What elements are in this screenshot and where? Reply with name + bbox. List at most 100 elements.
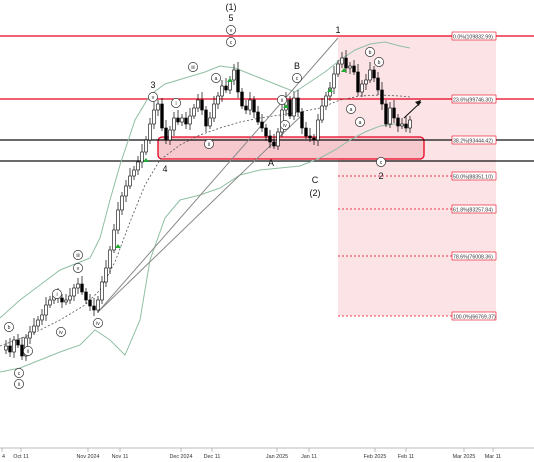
candle-down: [264, 127, 268, 137]
fib-label-box: [451, 94, 497, 104]
x-tick-label: Feb 2025: [364, 454, 387, 460]
x-tick-label: Dec 2024: [169, 454, 192, 460]
support-zone: [157, 136, 425, 160]
candle-down: [160, 103, 164, 129]
wave-label-circle: [14, 379, 24, 389]
candle-up: [276, 131, 280, 147]
candle-down: [184, 117, 188, 125]
x-axis-ticks: 4 Oct 11 Nov 2024 Nov 11 Dec 2024 Dec 11 Jan 2…: [1, 448, 501, 460]
candle-down: [80, 283, 84, 293]
candle-down: [240, 91, 244, 107]
candle-down: [288, 99, 292, 117]
candle-down: [60, 297, 64, 303]
candle-up: [44, 304, 48, 316]
wave-label-circle: [292, 73, 302, 83]
fib-label-text: 50.0%(88351.10): [453, 175, 493, 181]
x-tick-label: Mar 2025: [453, 454, 476, 460]
wave-label-circle: [226, 25, 236, 35]
candle-down: [8, 345, 12, 353]
candle-up: [124, 185, 128, 197]
candle-up: [96, 299, 100, 311]
candle-down: [244, 105, 248, 111]
signal-arrows: [115, 68, 347, 248]
fib-label-box: [451, 171, 497, 181]
candle-down: [344, 57, 348, 69]
candle-up: [316, 119, 320, 141]
candle-up: [144, 139, 148, 153]
candle-down: [356, 71, 360, 93]
candle-down: [204, 109, 208, 127]
candle-up: [32, 325, 36, 333]
candle-up: [336, 63, 340, 75]
fib-label-box: [451, 251, 497, 261]
wave-label: 3: [150, 80, 155, 90]
x-tick-label: Nov 2024: [76, 454, 99, 460]
wave-label: A: [268, 158, 274, 168]
green-arrow: [115, 244, 121, 248]
wave-label-circle: [93, 318, 103, 328]
candle-up: [108, 249, 112, 269]
wave-label: 4: [162, 164, 167, 174]
x-tick-label: 4: [2, 454, 5, 460]
candle-up: [116, 209, 120, 231]
candle-up: [36, 319, 40, 327]
wave-label: ii: [208, 142, 210, 148]
candle-down: [308, 135, 312, 139]
wave-label: iv: [59, 330, 63, 336]
candle-down: [392, 107, 396, 119]
trendline-rising: [97, 37, 339, 313]
candle-up: [208, 117, 212, 127]
wave-label: a: [359, 120, 362, 126]
candle-down: [200, 99, 204, 111]
candle-down: [384, 103, 388, 125]
candle-up: [152, 109, 156, 125]
candle-up: [172, 117, 176, 131]
wave-label: b: [378, 60, 381, 66]
candle-down: [372, 69, 376, 79]
candle-down: [84, 291, 88, 301]
wave-label: 5: [228, 13, 233, 23]
green-arrow: [341, 68, 347, 72]
candle-up: [156, 103, 160, 111]
candle-down: [92, 305, 96, 311]
wave-label: iv: [96, 321, 100, 327]
wave-label-circle: [148, 92, 158, 102]
green-arrow: [227, 78, 233, 82]
candle-down: [272, 141, 276, 147]
candle-up: [332, 73, 336, 89]
wave-label-circle: [365, 47, 375, 57]
fib-label-text: 100.0%(66769.37): [453, 315, 496, 321]
candle-up: [408, 119, 412, 129]
wave-label: c: [18, 371, 21, 377]
wave-label-circle: [376, 157, 386, 167]
wave-label: a: [215, 76, 218, 82]
fib-label-text: 0.0%(109832.99): [453, 35, 493, 41]
green-arrow: [327, 88, 333, 92]
wave-label: v: [77, 266, 80, 272]
candle-down: [312, 137, 316, 141]
candle-up: [292, 97, 296, 117]
wave-label: 2: [378, 171, 383, 181]
candle-down: [352, 65, 356, 73]
candle-up: [188, 115, 192, 125]
candle-up: [76, 283, 80, 289]
wave-label: C: [312, 175, 319, 185]
wave-label-circle: [23, 346, 33, 356]
wave-label-circle: [374, 57, 384, 67]
candle-up: [400, 123, 404, 127]
wave-label: B: [294, 61, 300, 71]
x-tick-label: Jan 11: [301, 454, 317, 460]
candle-up: [112, 229, 116, 251]
fib-label-box: [451, 311, 497, 321]
green-arrow: [283, 104, 289, 108]
wave-label-circle: [211, 73, 221, 83]
wave-label: i: [175, 101, 176, 107]
x-tick-label: Feb 11: [398, 454, 414, 460]
wave-label: c: [230, 40, 233, 46]
candle-down: [380, 89, 384, 105]
wave-label: iii: [191, 65, 194, 71]
candle-up: [212, 103, 216, 119]
wave-label: v: [230, 28, 233, 34]
candle-up: [220, 85, 224, 97]
